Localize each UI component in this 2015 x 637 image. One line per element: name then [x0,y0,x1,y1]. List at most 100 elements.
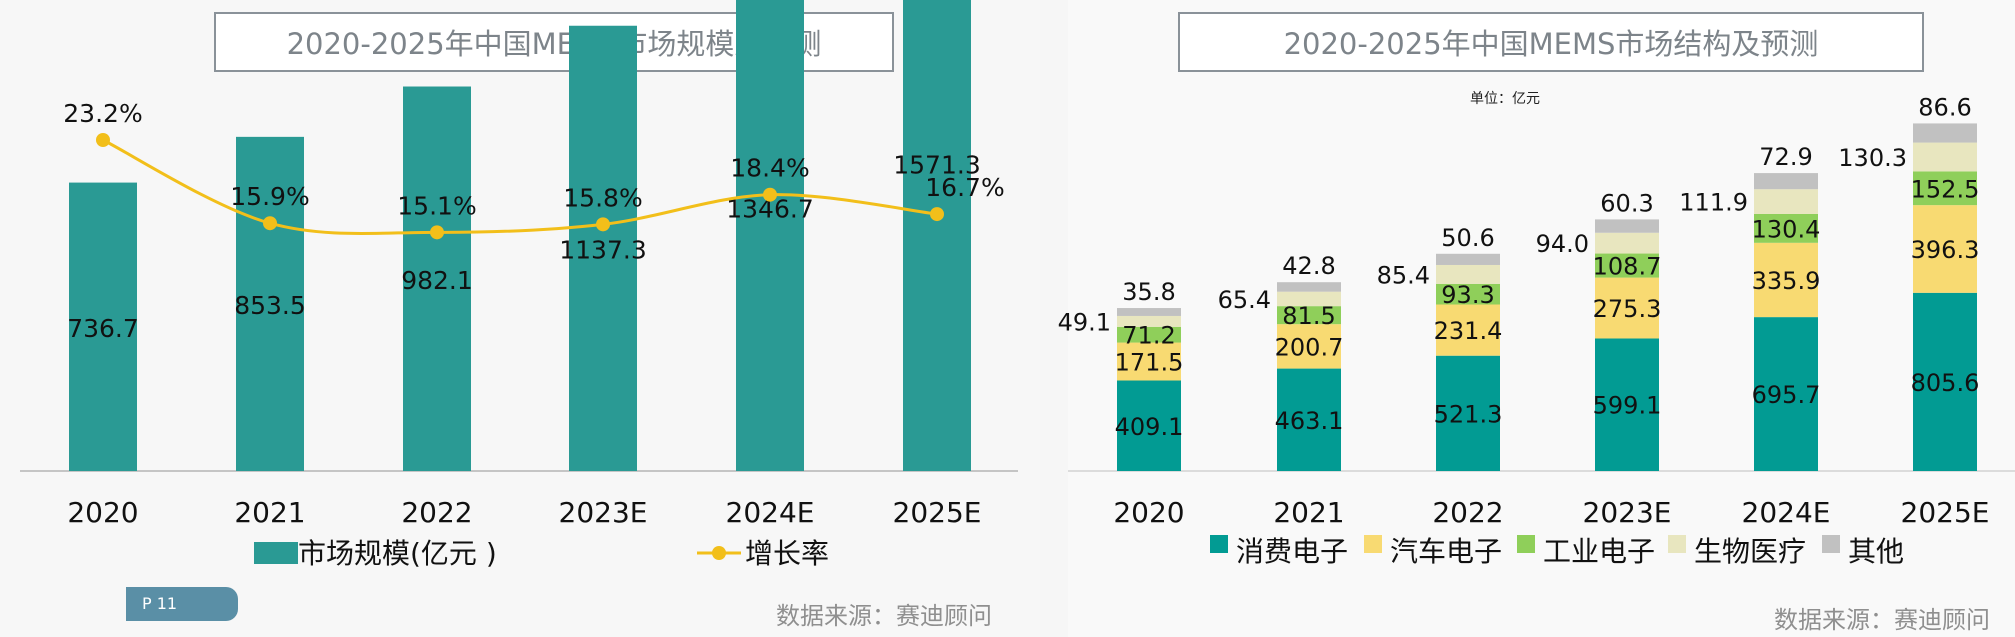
growth-rate-label: 15.8% [563,183,642,212]
growth-rate-point [430,225,444,240]
market-structure-chart: 409.1 171.571.2 49.1 35.8 2020 463.1 200.7 81.5… [1058,93,2015,568]
segment-value-label: 60.3 [1600,189,1653,217]
stacked-segment [1436,253,1500,265]
stacked-segment [1277,324,1341,369]
stacked-segment [1754,213,1818,243]
x-tick-label: 2024E [726,496,815,529]
legend-label-growth-rate: 增长率 [745,537,829,570]
bar-market-size [903,0,971,471]
unit-label: 单位：亿元 [1470,91,1540,107]
segment-value-label: 396.3 [1911,236,1980,264]
left-chart-panel: 2020-2025年中国MEMS市场规模及预测 736.7 2020 853.5 20… [20,0,1018,630]
segment-value-label: 94.0 [1536,230,1589,258]
stacked-segment [1117,315,1181,327]
stacked-segment [1277,291,1341,307]
stacked-segment [1913,123,1977,143]
segment-value-label: 335.9 [1752,267,1821,295]
segment-value-label: 71.2 [1122,322,1175,350]
x-tick-label: 2022 [1432,496,1503,529]
stacked-segment [1436,264,1500,284]
stacked-segment [1595,253,1659,278]
bar-value-label: 982.1 [401,266,473,295]
x-tick-label: 2023E [559,496,648,529]
stacked-segment [1277,306,1341,325]
stacked-segment [1117,342,1181,381]
segment-value-label: 72.9 [1759,143,1812,171]
x-tick-label: 2022 [401,496,472,529]
left-data-source: 数据来源：赛迪顾问 [776,602,992,630]
bar-value-label: 1571.3 [893,150,980,179]
stacked-segment [1117,308,1181,316]
growth-rate-point [930,207,944,222]
stacked-segment [1754,317,1818,471]
bar-market-size [236,136,304,472]
segment-value-label: 599.1 [1593,392,1662,420]
stacked-segment [1595,219,1659,233]
growth-rate-label: 18.4% [730,154,809,183]
stacked-segment [1595,232,1659,254]
segment-value-label: 171.5 [1115,349,1184,377]
right-data-source: 数据来源：赛迪顾问 [1774,606,1990,634]
segment-value-label: 152.5 [1911,175,1980,203]
segment-value-label: 65.4 [1218,286,1271,314]
growth-rate-point [263,216,277,231]
legend-label-market-size: 市场规模(亿元 ) [298,537,497,570]
stacked-segment [1117,380,1181,471]
segment-value-label: 463.1 [1275,407,1344,435]
legend-swatch [1517,535,1535,553]
right-chart-title: 2020-2025年中国MEMS市场结构及预测 [1178,12,1924,72]
stacked-segment [1436,355,1500,471]
stacked-segment [1595,338,1659,471]
stacked-segment [1913,292,1977,471]
segment-value-label: 42.8 [1282,252,1335,280]
legend-swatch [1822,535,1840,553]
bar-value-label: 736.7 [67,314,139,343]
x-tick-label: 2024E [1742,496,1831,529]
right-chart-panel: 2020-2025年中国MEMS市场结构及预测 单位：亿元 409.1 171.5… [1058,0,2015,637]
segment-value-label: 49.1 [1058,308,1111,336]
bar-value-label: 853.5 [234,291,306,320]
legend-swatch-growth-point [712,546,726,560]
market-size-chart: 736.72020853.52021982.120221137.32023E13… [20,0,1018,570]
stacked-segment [1913,171,1977,206]
segment-value-label: 231.4 [1434,317,1503,345]
x-tick-label: 2021 [234,496,305,529]
segment-value-label: 85.4 [1377,261,1430,289]
growth-rate-label: 15.1% [397,191,476,220]
bar-value-label: 1137.3 [559,235,646,264]
segment-value-label: 409.1 [1115,413,1184,441]
legend-swatch-market-size [254,542,298,564]
stacked-segment [1754,242,1818,318]
x-tick-label: 2025E [893,496,982,529]
stacked-segment [1754,173,1818,190]
segment-value-label: 805.6 [1911,369,1980,397]
segment-value-label: 111.9 [1679,189,1748,217]
legend-label: 其他 [1848,535,1904,568]
bar-market-size [69,182,137,471]
legend-label: 生物医疗 [1694,535,1806,568]
x-tick-label: 2025E [1901,496,1990,529]
stacked-segment [1277,368,1341,471]
segment-value-label: 35.8 [1122,278,1175,306]
bar-market-size [736,0,804,471]
growth-rate-line [102,138,938,236]
segment-value-label: 86.6 [1918,93,1971,121]
stacked-segment [1754,189,1818,214]
stacked-segment [1277,282,1341,292]
growth-rate-point [596,217,610,232]
legend-label: 汽车电子 [1390,535,1502,568]
page-number-badge: P 11 [126,587,238,621]
growth-rate-label: 15.9% [230,182,309,211]
growth-rate-point [96,133,110,147]
segment-value-label: 81.5 [1282,302,1335,330]
legend-swatch [1364,535,1382,553]
legend-label: 工业电子 [1543,535,1655,568]
segment-value-label: 93.3 [1441,281,1494,309]
segment-value-label: 521.3 [1434,400,1503,428]
segment-value-label: 130.4 [1752,215,1821,243]
x-tick-label: 2020 [67,496,138,529]
legend-swatch [1668,535,1686,553]
segment-value-label: 130.3 [1838,144,1907,172]
stacked-segment [1913,205,1977,293]
stacked-segment [1595,277,1659,339]
